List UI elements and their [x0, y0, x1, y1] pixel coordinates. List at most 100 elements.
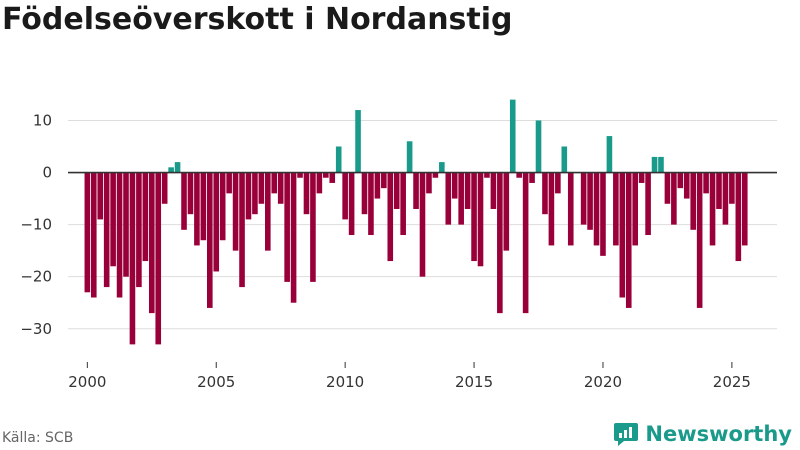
- bar: [103, 172, 110, 288]
- bar: [490, 172, 497, 209]
- x-tick-label: 2010: [326, 373, 364, 391]
- bar: [703, 172, 709, 194]
- bar: [155, 172, 162, 345]
- bar: [638, 172, 645, 183]
- bar: [677, 172, 684, 189]
- bar: [413, 172, 419, 209]
- bar: [329, 172, 336, 183]
- bar: [613, 172, 619, 246]
- bar: [258, 172, 265, 204]
- bar: [393, 172, 400, 209]
- bar: [123, 172, 129, 277]
- bar: [522, 172, 529, 314]
- bar: [181, 172, 187, 230]
- bar: [168, 167, 174, 173]
- bar: [664, 172, 671, 204]
- bar: [690, 172, 697, 230]
- bar: [426, 172, 432, 194]
- bar: [310, 172, 316, 282]
- bar: [219, 172, 226, 241]
- bar: [284, 172, 290, 282]
- bar-chart: 10 0 −10 −20 −30 2000 2005 2010 2015 2020 2025: [20, 99, 777, 391]
- y-tick-label: 0: [42, 164, 52, 182]
- bar: [419, 172, 426, 277]
- brand-logo: Newsworthy: [613, 421, 792, 447]
- bar: [194, 172, 200, 246]
- bar: [200, 172, 207, 241]
- bar: [213, 172, 220, 272]
- bar: [381, 172, 387, 189]
- bar: [226, 172, 232, 194]
- bar: [658, 156, 664, 173]
- bar: [432, 172, 439, 178]
- bar: [671, 172, 677, 225]
- bar: [561, 146, 568, 173]
- y-tick-label: −10: [20, 216, 52, 234]
- bar: [361, 172, 368, 215]
- bar: [368, 172, 374, 236]
- y-tick-label: −20: [20, 268, 52, 286]
- x-tick-label: 2020: [584, 373, 622, 391]
- y-axis-ticks: 10 0 −10 −20 −30: [20, 111, 52, 337]
- bar: [97, 172, 104, 220]
- bar: [683, 172, 690, 199]
- bar: [555, 172, 561, 194]
- bar: [116, 172, 123, 298]
- bar: [587, 172, 593, 230]
- bar: [632, 172, 638, 246]
- bar: [142, 172, 149, 262]
- bar: [239, 172, 245, 288]
- bar: [277, 172, 284, 204]
- bar: [348, 172, 355, 236]
- bar: [245, 172, 252, 220]
- bar: [323, 172, 329, 178]
- bar: [645, 172, 651, 236]
- y-tick-label: −30: [20, 320, 52, 338]
- x-tick-label: 2015: [455, 373, 493, 391]
- bar: [148, 172, 155, 314]
- x-tick-label: 2005: [197, 373, 235, 391]
- bar: [110, 172, 116, 267]
- x-tick-label: 2025: [713, 373, 751, 391]
- bar: [709, 172, 716, 246]
- bar: [503, 172, 510, 251]
- bar: [271, 172, 278, 194]
- brand-name: Newsworthy: [645, 422, 792, 446]
- bar: [593, 172, 600, 246]
- bar: [722, 172, 729, 225]
- bar: [136, 172, 142, 288]
- bar: [174, 162, 181, 173]
- bar: [297, 172, 303, 178]
- bar: [342, 172, 348, 220]
- bar: [477, 172, 484, 267]
- bar: [374, 172, 381, 199]
- bar: [387, 172, 394, 262]
- bar: [619, 172, 626, 298]
- bar: [542, 172, 548, 215]
- bar: [90, 172, 97, 298]
- x-axis-ticks: 2000 2005 2010 2015 2020 2025: [68, 362, 751, 391]
- bar: [625, 172, 632, 308]
- bar: [458, 172, 464, 225]
- bar: [567, 172, 574, 246]
- bar: [509, 99, 516, 173]
- bar: [400, 172, 406, 236]
- bar: [606, 136, 613, 173]
- bar: [696, 172, 703, 308]
- bar: [741, 172, 748, 246]
- bar: [439, 162, 445, 173]
- newsworthy-chat-icon: [614, 423, 639, 446]
- source-note: Källa: SCB: [2, 430, 74, 446]
- bar: [290, 172, 297, 303]
- bar: [464, 172, 471, 209]
- bar: [445, 172, 452, 225]
- bar: [335, 146, 342, 173]
- chart-title: Födelseöverskott i Nordanstig: [2, 2, 513, 37]
- bar: [716, 172, 722, 209]
- bar: [406, 141, 413, 173]
- bar: [252, 172, 258, 215]
- bar: [355, 110, 361, 173]
- bar: [516, 172, 522, 178]
- bar: [265, 172, 271, 251]
- bar: [529, 172, 535, 183]
